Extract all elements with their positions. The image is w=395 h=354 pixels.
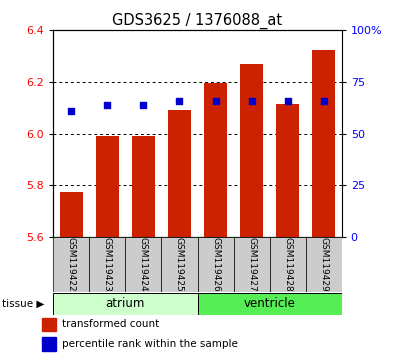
Bar (132, 136, 155, 237)
Bar (198, 237, 233, 292)
Point (104, 102, 111, 108)
Text: GSM119422: GSM119422 (67, 237, 76, 292)
Bar (162, 237, 198, 292)
Text: transformed count: transformed count (62, 319, 159, 330)
Point (176, 98, 182, 103)
Bar (270, 237, 306, 292)
Point (248, 98, 255, 103)
Bar (306, 237, 342, 292)
Bar (126, 237, 162, 292)
Text: GSM119429: GSM119429 (319, 237, 328, 292)
Bar (204, 83, 227, 237)
Text: GSM119428: GSM119428 (283, 237, 292, 292)
Bar (89, 237, 126, 292)
Bar (41, 337, 56, 351)
Text: ventricle: ventricle (244, 297, 295, 310)
Point (140, 102, 147, 108)
Point (213, 98, 219, 103)
Text: GSM119424: GSM119424 (139, 237, 148, 292)
Text: GSM119423: GSM119423 (103, 237, 112, 292)
Bar (168, 110, 191, 237)
Bar (233, 237, 270, 292)
Text: percentile rank within the sample: percentile rank within the sample (62, 339, 237, 349)
Text: tissue ▶: tissue ▶ (2, 298, 44, 309)
Text: atrium: atrium (106, 297, 145, 310)
Text: GSM119425: GSM119425 (175, 237, 184, 292)
Bar (198, 292, 342, 315)
Bar (60, 192, 83, 237)
Point (284, 98, 291, 103)
Bar (41, 318, 56, 331)
Point (320, 98, 327, 103)
Text: GSM119427: GSM119427 (247, 237, 256, 292)
Bar (53, 237, 89, 292)
Bar (53, 292, 198, 315)
Text: GSM119426: GSM119426 (211, 237, 220, 292)
Bar (96, 136, 119, 237)
Title: GDS3625 / 1376088_at: GDS3625 / 1376088_at (113, 12, 282, 29)
Bar (276, 104, 299, 237)
Bar (240, 64, 263, 237)
Bar (312, 50, 335, 237)
Point (68, 108, 75, 114)
